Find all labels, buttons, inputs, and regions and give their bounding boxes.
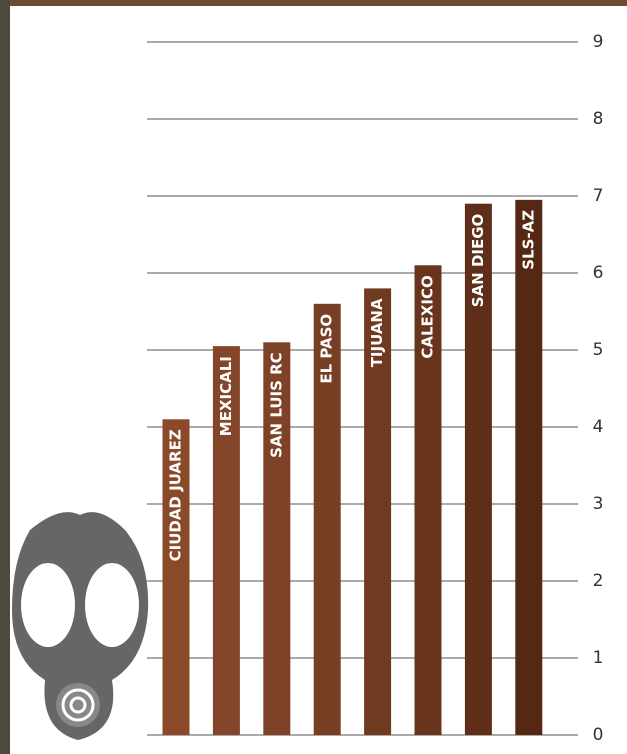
bar-category-label: CIUDAD JUAREZ	[167, 429, 185, 561]
bar	[162, 419, 190, 735]
bar-category-label: SAN LUIS RC	[267, 352, 285, 458]
y-tick-label: 0	[593, 725, 604, 745]
bar	[464, 203, 492, 735]
photo-edge-left	[0, 0, 10, 754]
bar	[515, 199, 543, 736]
y-tick-label: 6	[593, 263, 604, 283]
bar	[364, 288, 392, 735]
y-tick-label: 7	[593, 186, 604, 206]
bar	[212, 346, 240, 735]
bar-category-label: EL PASO	[318, 314, 336, 384]
y-tick-label: 9	[593, 32, 604, 52]
bar-category-label: TIJUANA	[368, 298, 386, 367]
y-tick-label: 1	[593, 648, 604, 668]
bar-category-label: SAN DIEGO	[469, 214, 487, 308]
y-tick-label: 4	[593, 417, 604, 437]
bar	[313, 303, 341, 735]
bar	[263, 342, 291, 735]
gas-mask-icon	[12, 512, 149, 740]
photo-edge-top	[0, 0, 627, 6]
y-tick-label: 8	[593, 109, 604, 129]
y-tick-label: 2	[593, 571, 604, 591]
bar-category-label: CALEXICO	[419, 275, 437, 358]
y-tick-label: 5	[593, 340, 604, 360]
y-tick-label: 3	[593, 494, 604, 514]
bar-category-label: SLS-AZ	[519, 210, 537, 270]
bar	[414, 265, 442, 735]
bar-category-label: MEXICALI	[217, 356, 235, 436]
